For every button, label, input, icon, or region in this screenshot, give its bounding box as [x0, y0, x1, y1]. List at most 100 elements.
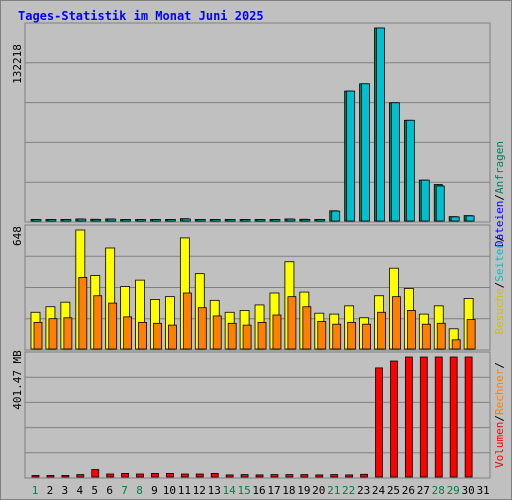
visits-bar-rechner-day-3 — [63, 317, 73, 350]
volume-bar-volumen-day-11 — [180, 473, 189, 478]
volume-bar-volumen-day-13 — [210, 473, 219, 478]
hits-bar-dateien-day-24 — [376, 27, 385, 222]
day-label-22: 22 — [342, 484, 355, 497]
day-label-4: 4 — [76, 484, 83, 497]
hits-bar-dateien-day-14 — [226, 219, 236, 222]
day-label-19: 19 — [297, 484, 310, 497]
visits-bar-rechner-day-15 — [242, 324, 252, 350]
visits-bar-rechner-day-11 — [182, 292, 192, 350]
visits-bar-rechner-day-6 — [108, 302, 118, 350]
legend-volumen: Volumen — [493, 422, 506, 468]
hits-bar-dateien-day-11 — [181, 218, 191, 222]
hits-bar-dateien-day-20 — [316, 219, 326, 222]
day-label-21: 21 — [327, 484, 340, 497]
hits-bar-dateien-day-9 — [152, 219, 161, 222]
hits-bar-dateien-day-27 — [420, 179, 430, 222]
visits-bar-rechner-day-13 — [212, 315, 222, 350]
day-label-25: 25 — [387, 484, 400, 497]
day-label-11: 11 — [178, 484, 191, 497]
volume-bar-volumen-day-27 — [419, 356, 428, 478]
volume-bar-volumen-day-20 — [315, 474, 324, 478]
hits-bar-dateien-day-5 — [92, 219, 102, 222]
volume-bar-volumen-day-3 — [61, 475, 70, 478]
visits-bar-rechner-day-2 — [48, 318, 58, 350]
visits-bar-rechner-day-1 — [33, 321, 43, 350]
legend-anfragen: Anfragen — [493, 141, 506, 194]
day-label-14: 14 — [223, 484, 237, 497]
volume-bar-volumen-day-12 — [195, 473, 204, 478]
volume-bar-volumen-day-14 — [225, 474, 234, 478]
hits-bar-dateien-day-8 — [137, 219, 146, 222]
volume-bar-volumen-day-28 — [434, 356, 443, 478]
volume-bar-volumen-day-8 — [136, 473, 144, 478]
visits-bar-rechner-day-27 — [421, 323, 431, 350]
visits-bar-rechner-day-4 — [78, 276, 88, 350]
legend-sep-2: / — [493, 282, 506, 289]
hits-bar-dateien-day-30 — [465, 215, 475, 222]
day-label-9: 9 — [151, 484, 158, 497]
day-label-17: 17 — [267, 484, 280, 497]
volume-bar-volumen-day-2 — [46, 475, 55, 478]
visits-bar-rechner-day-25 — [392, 296, 401, 350]
visits-bar-rechner-day-19 — [302, 306, 312, 350]
volume-bar-volumen-day-1 — [31, 475, 40, 478]
svg-text:Dateien/Anfragen: Dateien/Anfragen — [493, 141, 506, 247]
day-label-3: 3 — [62, 484, 69, 497]
day-label-31: 31 — [476, 484, 489, 497]
hits-bar-dateien-day-1 — [32, 219, 42, 222]
volume-bar-volumen-day-23 — [360, 473, 368, 478]
day-label-15: 15 — [237, 484, 250, 497]
hits-bar-dateien-day-15 — [241, 219, 251, 222]
day-label-12: 12 — [193, 484, 206, 497]
volume-bar-volumen-day-22 — [345, 474, 354, 478]
volume-bar-volumen-day-29 — [449, 356, 458, 478]
day-label-24: 24 — [372, 484, 386, 497]
hits-bar-dateien-day-29 — [450, 216, 460, 222]
day-label-6: 6 — [106, 484, 113, 497]
legend-rechner: Rechner — [493, 368, 506, 415]
day-label-30: 30 — [462, 484, 475, 497]
volume-bar-volumen-day-7 — [121, 473, 130, 478]
hits-bar-dateien-day-6 — [107, 218, 117, 222]
visits-bar-rechner-day-22 — [347, 321, 357, 350]
visits-bar-rechner-day-10 — [168, 324, 177, 350]
volume-bar-volumen-day-9 — [151, 473, 159, 478]
legend-sep-1: / — [493, 194, 506, 201]
visits-bar-rechner-day-30 — [466, 319, 476, 350]
hits-bar-dateien-day-13 — [211, 219, 221, 222]
visits-bar-rechner-day-12 — [197, 307, 207, 350]
visits-bar-rechner-day-29 — [451, 339, 461, 350]
legend-sep-5: / — [493, 362, 506, 369]
volume-bar-volumen-day-17 — [270, 474, 279, 478]
hits-bar-dateien-day-22 — [346, 90, 356, 222]
hits-bar-dateien-day-3 — [62, 219, 72, 222]
hits-bar-dateien-day-23 — [361, 83, 370, 222]
hits-bar-dateien-day-21 — [331, 210, 341, 222]
visits-bar-rechner-day-24 — [377, 311, 386, 350]
volume-bar-volumen-day-6 — [106, 473, 115, 478]
visits-bar-rechner-day-23 — [362, 323, 371, 350]
volume-bar-volumen-day-25 — [390, 360, 398, 478]
day-label-26: 26 — [402, 484, 415, 497]
day-label-23: 23 — [357, 484, 370, 497]
day-label-8: 8 — [136, 484, 143, 497]
day-label-28: 28 — [432, 484, 445, 497]
visits-y-max-label: 648 — [11, 226, 24, 246]
day-label-27: 27 — [417, 484, 430, 497]
day-label-16: 16 — [252, 484, 265, 497]
hits-bar-dateien-day-12 — [196, 219, 206, 222]
hits-bar-dateien-day-2 — [47, 219, 57, 222]
legend-dateien: Dateien — [493, 201, 506, 247]
visits-bar-rechner-day-14 — [227, 322, 237, 350]
visits-bar-rechner-day-8 — [138, 321, 147, 350]
volume-bar-volumen-day-21 — [330, 474, 339, 478]
day-label-13: 13 — [208, 484, 221, 497]
visits-bar-rechner-day-7 — [123, 316, 133, 350]
legend-sep-3: / — [493, 235, 506, 242]
hits-bar-dateien-day-17 — [271, 219, 281, 222]
volume-bar-volumen-day-18 — [285, 474, 294, 478]
visits-bar-rechner-day-5 — [93, 295, 103, 350]
hits-bar-dateien-day-28 — [435, 185, 445, 222]
visits-bar-rechner-day-28 — [436, 322, 446, 350]
